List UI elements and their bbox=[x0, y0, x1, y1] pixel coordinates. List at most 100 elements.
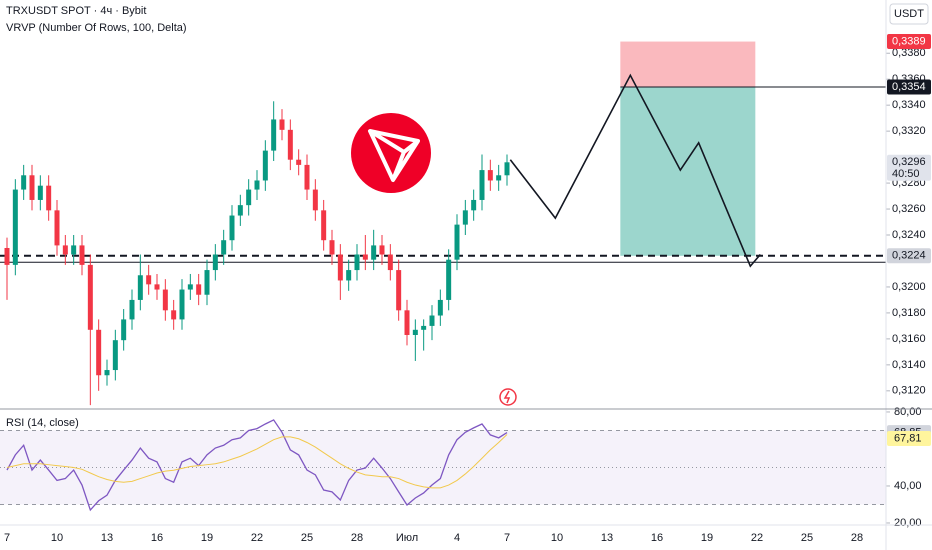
y-tick-label: 0,3260 bbox=[892, 203, 926, 215]
candle-body bbox=[187, 284, 193, 290]
candle-body bbox=[479, 170, 485, 200]
candle-body bbox=[46, 185, 52, 211]
candle-body bbox=[137, 275, 143, 300]
candle-body bbox=[354, 254, 360, 271]
candle-body bbox=[371, 245, 377, 260]
candle-body bbox=[437, 299, 443, 316]
currency[interactable]: USDT bbox=[894, 8, 924, 20]
candle-body bbox=[179, 289, 185, 320]
candle-body bbox=[71, 245, 77, 255]
x-tick-label: 13 bbox=[601, 532, 613, 544]
candle-body bbox=[279, 119, 285, 130]
rsi-line bbox=[6, 419, 508, 512]
forecast-line bbox=[509, 73, 761, 268]
tron-logo bbox=[351, 113, 431, 193]
candle-body bbox=[462, 210, 468, 225]
price-label: 0,3354 bbox=[892, 81, 926, 93]
event-icon-bolt bbox=[503, 390, 511, 404]
candle-body bbox=[79, 245, 85, 265]
x-tick-label: 13 bbox=[101, 532, 113, 544]
candle-body bbox=[454, 224, 460, 260]
y-tick-label: 0,3320 bbox=[892, 125, 926, 137]
candle-body bbox=[271, 119, 277, 151]
candle-body bbox=[12, 189, 18, 265]
x-tick-label: 10 bbox=[51, 532, 63, 544]
candle-body bbox=[429, 315, 435, 326]
plot-layer: 0,3120 0,3140 0,3160 0,3180 0,3200 0,3240 0,32… bbox=[0, 34, 931, 544]
y-tick-label: 0,3380 bbox=[892, 47, 926, 59]
y-tick-label: 40,00 bbox=[894, 480, 922, 492]
candle-body bbox=[446, 259, 452, 300]
x-tick-label: 16 bbox=[651, 532, 663, 544]
candle-body bbox=[496, 175, 502, 181]
candle-body bbox=[229, 215, 235, 241]
candle-body bbox=[112, 340, 118, 371]
candle-body bbox=[146, 275, 152, 285]
y-tick-label: 80,00 bbox=[894, 406, 922, 418]
candle-body bbox=[162, 289, 168, 311]
candle-body bbox=[487, 170, 493, 181]
price-label: 0,3296 bbox=[892, 156, 926, 168]
rsi-line bbox=[6, 434, 508, 489]
x-tick-label: 28 bbox=[851, 532, 863, 544]
candle-body bbox=[54, 210, 60, 246]
candle-body bbox=[246, 189, 252, 206]
x-tick-label: 7 bbox=[504, 532, 510, 544]
candle-body bbox=[254, 180, 260, 190]
x-tick-label: 25 bbox=[301, 532, 313, 544]
candle-body bbox=[337, 254, 343, 281]
y-tick-label: 0,3180 bbox=[892, 307, 926, 319]
x-tick-label: 19 bbox=[701, 532, 713, 544]
x-tick-label: Июл bbox=[396, 532, 418, 544]
candle-body bbox=[471, 199, 477, 211]
currency-box[interactable] bbox=[889, 3, 929, 25]
price-label: 0,3224 bbox=[892, 250, 926, 262]
x-tick-label: 10 bbox=[551, 532, 563, 544]
candle-body bbox=[196, 284, 202, 295]
rsi-band bbox=[0, 430, 886, 505]
candle-body bbox=[96, 329, 102, 376]
candle-body bbox=[29, 175, 35, 200]
candle-body bbox=[296, 159, 302, 165]
x-tick-label: 16 bbox=[151, 532, 163, 544]
candle-body bbox=[287, 129, 293, 160]
y-tick-label: 0,3120 bbox=[892, 385, 926, 397]
price-label-box bbox=[887, 79, 931, 95]
y-tick-label: 0,3200 bbox=[892, 281, 926, 293]
candle-body bbox=[87, 264, 93, 330]
candle-body bbox=[171, 310, 177, 320]
x-tick-label: 28 bbox=[351, 532, 363, 544]
y-tick-label: 0,3140 bbox=[892, 359, 926, 371]
candle-body bbox=[221, 240, 227, 255]
candle-body bbox=[62, 245, 68, 255]
candle-body bbox=[421, 325, 427, 330]
candle-body bbox=[504, 162, 510, 176]
candle-body bbox=[204, 270, 210, 295]
candle-body bbox=[404, 310, 410, 335]
candle-body bbox=[379, 245, 385, 255]
candle-body bbox=[237, 205, 243, 216]
candle-body bbox=[104, 370, 110, 376]
indicator-title[interactable]: VRVP (Number Of Rows, 100, Delta) bbox=[6, 22, 187, 34]
candle-body bbox=[412, 329, 418, 335]
y-tick-label: 20,00 bbox=[894, 517, 922, 529]
price-label-box bbox=[887, 248, 931, 264]
price-label-box bbox=[887, 34, 931, 50]
candle-body bbox=[262, 150, 268, 181]
price-label-box bbox=[887, 154, 931, 181]
rsi-title[interactable]: RSI (14, close) bbox=[6, 417, 79, 429]
y-tick-label: 0,3240 bbox=[892, 229, 926, 241]
candle-body bbox=[362, 254, 368, 260]
y-tick-label: 0,3340 bbox=[892, 99, 926, 111]
x-tick-label: 19 bbox=[201, 532, 213, 544]
x-tick-label: 22 bbox=[751, 532, 763, 544]
candle-body bbox=[129, 299, 135, 320]
candle-body bbox=[312, 189, 318, 211]
symbol-title[interactable]: TRXUSDT SPOT · 4ч · Bybit bbox=[6, 5, 146, 17]
candle-body bbox=[212, 254, 218, 271]
candle-body bbox=[321, 210, 327, 241]
price-label: 0,3389 bbox=[892, 35, 926, 47]
candle-body bbox=[346, 270, 352, 281]
event-icon[interactable] bbox=[499, 388, 517, 406]
